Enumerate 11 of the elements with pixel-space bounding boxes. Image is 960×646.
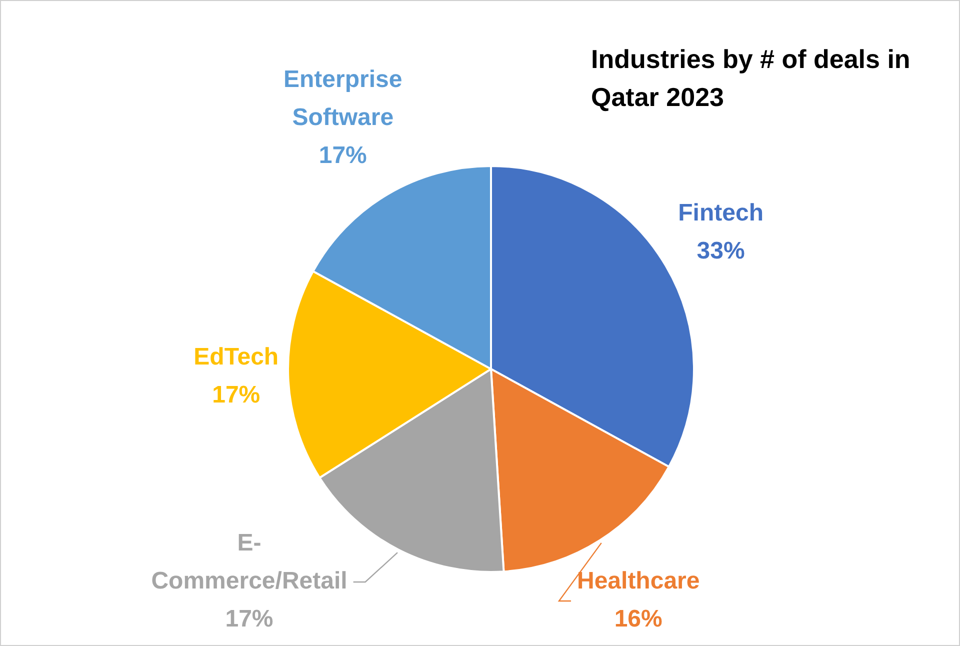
- data-label: 33%: [696, 238, 745, 265]
- data-label: 17%: [212, 382, 260, 409]
- slice-label: Healthcare: [576, 568, 700, 595]
- slice-label: Enterprise Software: [284, 66, 402, 132]
- data-label: 16%: [614, 606, 662, 633]
- chart-title: Industries by # of deals in Qatar 2023: [591, 44, 910, 112]
- slice-label: E-Commerce/Retail: [151, 530, 348, 595]
- slice-label: EdTech: [194, 344, 279, 371]
- data-label: 17%: [318, 142, 367, 170]
- slice-label: Fintech: [678, 200, 764, 227]
- data-label: 17%: [225, 606, 274, 633]
